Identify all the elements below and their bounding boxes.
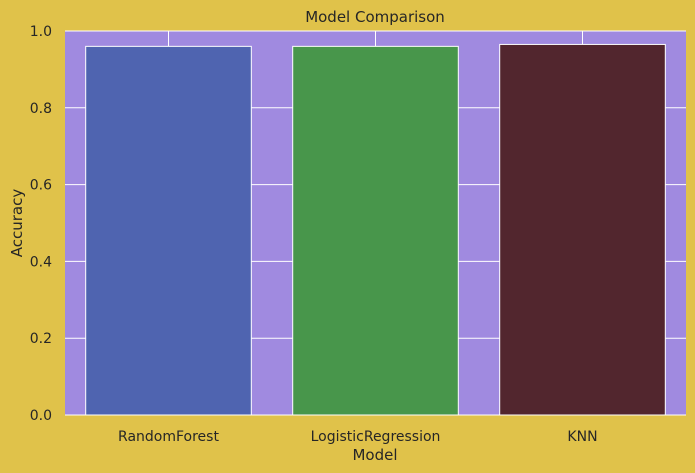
y-tick-label-1: 0.2 <box>30 331 52 347</box>
x-tick-label-randomforest: RandomForest <box>118 429 219 445</box>
chart-title: Model Comparison <box>305 8 445 26</box>
bar-randomforest <box>85 45 252 416</box>
y-axis-title: Accuracy <box>8 189 26 258</box>
x-tick-label-logisticregression: LogisticRegression <box>311 429 441 445</box>
bar-knn <box>499 43 666 416</box>
bar-logisticregression <box>292 45 459 416</box>
x-axis-title: Model <box>352 446 397 464</box>
y-tick-label-5: 1.0 <box>30 24 52 40</box>
y-axis-ticks: 0.0 0.2 0.4 0.6 0.8 1.0 <box>30 24 52 424</box>
y-tick-label-4: 0.8 <box>30 101 52 117</box>
y-tick-label-0: 0.0 <box>30 408 52 424</box>
x-axis-ticks: RandomForest LogisticRegression KNN <box>118 429 598 445</box>
x-tick-label-knn: KNN <box>567 429 597 445</box>
y-tick-label-3: 0.6 <box>30 178 52 194</box>
bars-group <box>85 43 666 416</box>
y-tick-label-2: 0.4 <box>30 254 52 270</box>
